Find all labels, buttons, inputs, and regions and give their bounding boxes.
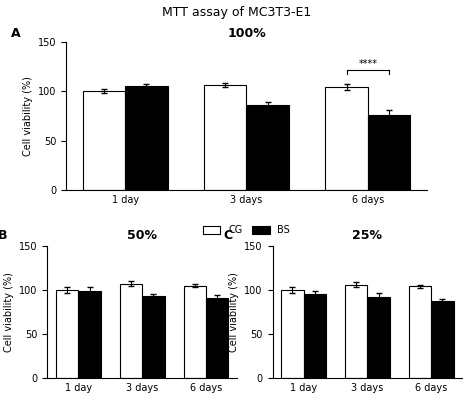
Bar <box>56 290 78 378</box>
Bar <box>409 286 431 378</box>
Bar <box>246 105 289 190</box>
Bar <box>184 286 206 378</box>
Text: A: A <box>10 27 20 40</box>
Bar <box>325 87 368 190</box>
Bar <box>83 91 125 190</box>
Text: 50%: 50% <box>127 229 157 242</box>
Bar <box>206 298 228 378</box>
Bar <box>204 86 246 190</box>
Bar <box>281 290 303 378</box>
Bar <box>368 115 410 190</box>
Bar <box>367 297 390 378</box>
Text: ****: **** <box>358 59 377 69</box>
Text: C: C <box>223 229 232 242</box>
Text: MTT assay of MC3T3-E1: MTT assay of MC3T3-E1 <box>163 6 311 19</box>
Bar <box>303 294 326 378</box>
Bar <box>78 291 100 378</box>
Bar <box>142 296 164 378</box>
Bar <box>125 86 168 190</box>
Bar <box>431 302 454 378</box>
Y-axis label: Cell viability (%): Cell viability (%) <box>4 272 14 352</box>
Y-axis label: Cell viability (%): Cell viability (%) <box>23 76 33 156</box>
Legend: CG, BS: CG, BS <box>199 222 294 239</box>
Y-axis label: Cell viability (%): Cell viability (%) <box>229 272 239 352</box>
Bar <box>345 285 367 378</box>
Text: B: B <box>0 229 8 242</box>
Text: 100%: 100% <box>227 27 266 40</box>
Text: 25%: 25% <box>352 229 383 242</box>
Bar <box>120 284 142 378</box>
